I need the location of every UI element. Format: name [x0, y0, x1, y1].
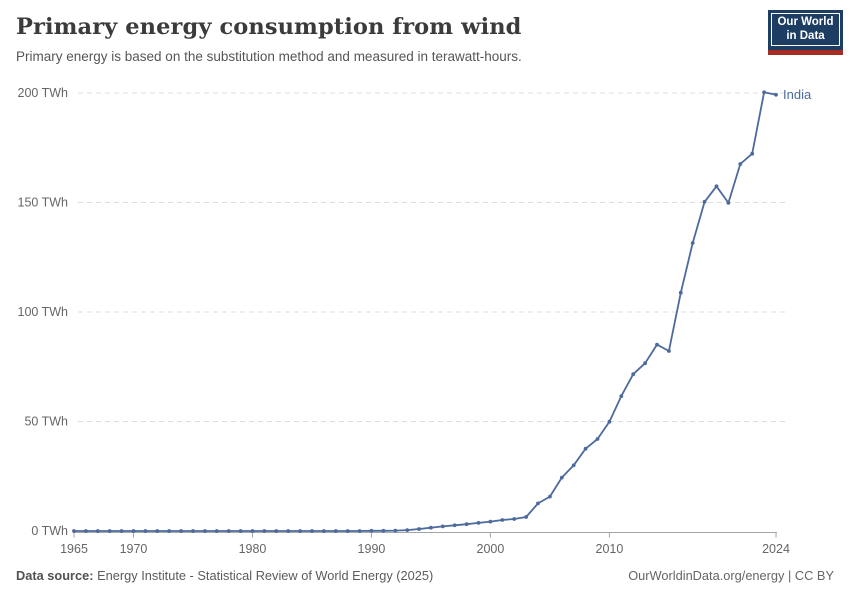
data-point-marker[interactable] [714, 184, 719, 189]
data-point-marker[interactable] [274, 529, 279, 533]
data-point-marker[interactable] [559, 475, 564, 480]
y-axis-tick-label: 100 TWh [18, 305, 69, 319]
series-entity-label[interactable]: India [783, 87, 812, 102]
data-point-marker[interactable] [440, 524, 445, 529]
data-point-marker[interactable] [476, 521, 481, 525]
data-point-marker[interactable] [750, 151, 755, 156]
data-point-marker[interactable] [179, 529, 184, 533]
data-point-marker[interactable] [310, 529, 314, 533]
data-point-marker[interactable] [524, 515, 528, 519]
data-point-marker[interactable] [738, 162, 743, 166]
data-point-marker[interactable] [381, 528, 386, 533]
data-point-marker[interactable] [464, 522, 469, 527]
data-point-marker[interactable] [369, 528, 374, 533]
data-point-marker[interactable] [143, 529, 148, 533]
data-point-marker[interactable] [512, 517, 517, 521]
data-point-marker[interactable] [191, 529, 195, 533]
owid-logo-red-bar [768, 50, 843, 55]
data-point-marker[interactable] [298, 529, 302, 533]
data-point-marker[interactable] [631, 372, 636, 377]
data-point-marker[interactable] [536, 501, 540, 506]
data-source-text: Energy Institute - Statistical Review of… [93, 568, 434, 583]
data-source: Data source: Energy Institute - Statisti… [16, 568, 433, 583]
data-point-marker[interactable] [214, 529, 219, 533]
data-point-marker[interactable] [119, 529, 124, 533]
y-axis-tick-label: 150 TWh [18, 196, 69, 210]
footer-license-link[interactable]: OurWorldinData.org/energy | CC BY [628, 568, 834, 583]
x-axis-tick-label: 1990 [358, 542, 386, 556]
data-point-marker[interactable] [226, 529, 231, 533]
data-point-marker[interactable] [84, 529, 88, 533]
data-point-marker[interactable] [167, 529, 172, 533]
data-point-marker[interactable] [595, 437, 600, 441]
data-point-marker[interactable] [607, 419, 612, 424]
data-point-marker[interactable] [774, 92, 778, 97]
data-point-marker[interactable] [322, 529, 326, 533]
data-point-marker[interactable] [548, 494, 552, 499]
data-point-marker[interactable] [72, 529, 76, 533]
owid-logo-frame: Our World in Data [771, 13, 840, 46]
data-point-marker[interactable] [690, 241, 695, 245]
x-axis-tick-label: 1980 [239, 542, 267, 556]
data-point-marker[interactable] [393, 528, 398, 533]
data-point-marker[interactable] [762, 90, 766, 95]
data-point-marker[interactable] [95, 529, 100, 533]
series-line[interactable] [73, 91, 777, 532]
chart-subtitle: Primary energy is based on the substitut… [16, 49, 522, 64]
y-axis-tick-label: 0 TWh [31, 524, 68, 538]
x-axis-tick-label: 1970 [120, 542, 148, 556]
y-axis-tick-label: 50 TWh [24, 415, 68, 429]
data-point-marker[interactable] [667, 349, 671, 353]
data-point-marker[interactable] [262, 529, 267, 533]
data-point-marker[interactable] [571, 463, 576, 468]
owid-logo-line1: Our World [777, 16, 834, 28]
x-axis-tick-label: 2010 [596, 542, 624, 556]
data-point-marker[interactable] [619, 394, 624, 398]
data-point-marker[interactable] [655, 342, 659, 347]
data-point-marker[interactable] [702, 199, 707, 204]
x-axis-tick-label: 2024 [762, 542, 790, 556]
data-point-marker[interactable] [452, 523, 457, 528]
y-axis-tick-label: 200 TWh [18, 86, 69, 100]
data-point-marker[interactable] [345, 529, 350, 533]
data-point-marker[interactable] [131, 529, 136, 533]
owid-logo[interactable]: Our World in Data [768, 10, 843, 55]
data-point-marker[interactable] [203, 529, 207, 533]
data-point-marker[interactable] [155, 529, 160, 533]
data-point-marker[interactable] [357, 529, 362, 533]
owid-logo-line2: in Data [786, 29, 825, 42]
data-point-marker[interactable] [500, 518, 505, 522]
data-point-marker[interactable] [429, 525, 433, 530]
data-point-marker[interactable] [286, 529, 291, 533]
data-point-marker[interactable] [726, 201, 731, 205]
data-point-marker[interactable] [107, 529, 112, 533]
data-point-marker[interactable] [678, 290, 683, 295]
data-point-marker[interactable] [250, 529, 255, 533]
x-axis-tick-label: 1965 [60, 542, 88, 556]
x-axis-tick-label: 2000 [477, 542, 505, 556]
data-point-marker[interactable] [643, 361, 647, 366]
data-point-marker[interactable] [488, 519, 493, 524]
data-point-marker[interactable] [333, 529, 338, 533]
data-point-marker[interactable] [238, 529, 243, 533]
data-source-label: Data source: [16, 568, 94, 583]
chart-title: Primary energy consumption from wind [16, 14, 522, 40]
data-point-marker[interactable] [405, 528, 410, 532]
data-point-marker[interactable] [417, 527, 421, 531]
chart-footer: Data source: Energy Institute - Statisti… [16, 568, 834, 583]
data-point-marker[interactable] [583, 446, 588, 451]
